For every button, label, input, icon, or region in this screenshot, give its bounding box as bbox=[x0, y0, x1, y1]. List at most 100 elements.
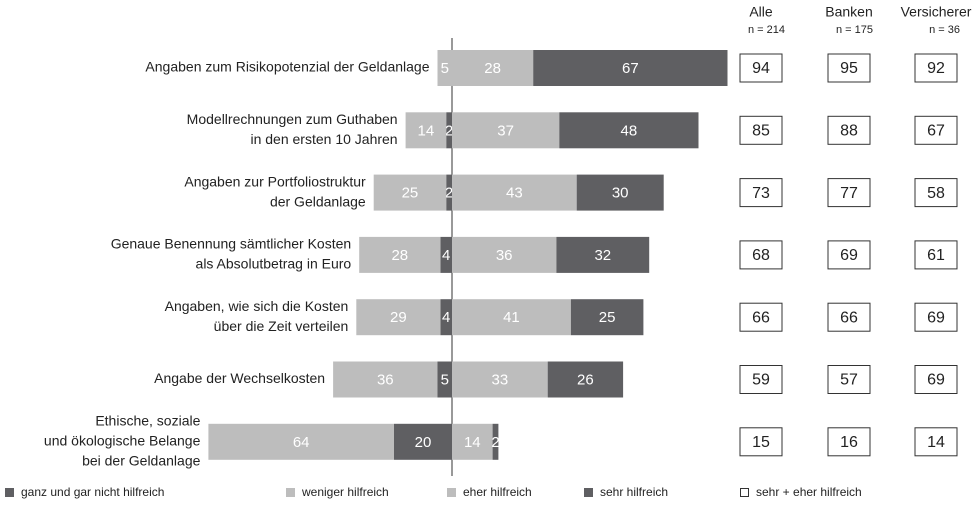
category-label: bei der Geldanlage bbox=[82, 453, 201, 469]
category-label: der Geldanlage bbox=[270, 193, 366, 209]
value-box bbox=[827, 365, 871, 394]
table-value: 69 bbox=[840, 247, 858, 264]
value-label: 41 bbox=[503, 309, 520, 326]
legend-swatch bbox=[286, 488, 295, 497]
category-label: Angabe der Wechselkosten bbox=[154, 370, 325, 386]
value-box bbox=[914, 178, 958, 208]
bar-segment bbox=[356, 299, 441, 336]
table-value: 94 bbox=[752, 60, 770, 77]
bar-segment bbox=[547, 361, 624, 398]
value-box bbox=[739, 427, 783, 457]
bar-segment bbox=[373, 174, 447, 211]
category-label: Modellrechnungen zum Guthaben bbox=[187, 111, 398, 127]
value-label: 64 bbox=[293, 434, 310, 451]
column-n: n = 175 bbox=[836, 24, 873, 36]
category-label: als Absolutbetrag in Euro bbox=[196, 256, 352, 272]
table-value: 61 bbox=[927, 247, 945, 264]
legend-swatch bbox=[740, 488, 749, 497]
table-value: 68 bbox=[752, 247, 770, 264]
value-box bbox=[827, 427, 871, 457]
value-label: 37 bbox=[497, 122, 514, 139]
legend-swatch bbox=[5, 488, 14, 497]
bar-segment bbox=[533, 50, 728, 86]
bar-segment bbox=[452, 174, 577, 211]
category-label: Angaben, wie sich die Kosten bbox=[165, 298, 349, 314]
table-value: 69 bbox=[927, 309, 945, 326]
table-value: 67 bbox=[927, 123, 945, 140]
bar-segment bbox=[208, 423, 394, 460]
bar-segment bbox=[440, 236, 452, 273]
table-value: 59 bbox=[752, 372, 770, 389]
bar-segment bbox=[452, 299, 571, 336]
column-n: n = 214 bbox=[748, 24, 785, 36]
bar-segment bbox=[440, 299, 452, 336]
value-label: 25 bbox=[402, 185, 419, 202]
value-label: 33 bbox=[492, 371, 509, 388]
legend-swatch bbox=[584, 488, 593, 497]
bar-segment bbox=[576, 174, 664, 211]
bar-segment bbox=[405, 112, 447, 149]
legend-label: sehr hilfreich bbox=[600, 485, 668, 499]
bar-segment bbox=[570, 299, 644, 336]
value-box bbox=[827, 115, 871, 145]
table-value: 57 bbox=[840, 372, 858, 389]
value-label: 5 bbox=[441, 60, 449, 77]
bar-segment bbox=[452, 112, 560, 149]
value-label: 25 bbox=[599, 309, 616, 326]
category-label: über die Zeit verteilen bbox=[214, 318, 349, 334]
table-value: 58 bbox=[927, 185, 945, 202]
category-label: Genaue Benennung sämtlicher Kosten bbox=[111, 236, 352, 252]
value-label: 28 bbox=[391, 247, 408, 264]
category-label: in den ersten 10 Jahren bbox=[250, 131, 397, 147]
value-box bbox=[914, 365, 958, 394]
column-header: Versicherer bbox=[901, 4, 972, 20]
bar-segment bbox=[559, 112, 699, 149]
table-value: 73 bbox=[752, 185, 770, 202]
value-label: 4 bbox=[442, 247, 450, 264]
value-label: 2 bbox=[445, 122, 453, 139]
value-box bbox=[739, 115, 783, 145]
bar-segment bbox=[556, 236, 650, 273]
bar-segment bbox=[394, 423, 452, 460]
value-label: 32 bbox=[594, 247, 611, 264]
value-box bbox=[739, 240, 783, 270]
table-value: 92 bbox=[927, 60, 945, 77]
value-box bbox=[739, 365, 783, 394]
value-box bbox=[914, 115, 958, 145]
value-box bbox=[914, 302, 958, 332]
table-value: 88 bbox=[840, 123, 858, 140]
legend-label: weniger hilfreich bbox=[301, 485, 389, 499]
column-header: Banken bbox=[825, 4, 872, 20]
value-label: 2 bbox=[445, 185, 453, 202]
value-label: 5 bbox=[441, 371, 449, 388]
bar-segment bbox=[446, 112, 452, 149]
bar-segment bbox=[452, 236, 557, 273]
value-box bbox=[914, 427, 958, 457]
value-label: 36 bbox=[496, 247, 513, 264]
value-box bbox=[914, 53, 958, 83]
value-box bbox=[739, 178, 783, 208]
value-label: 14 bbox=[464, 434, 481, 451]
category-label: Ethische, soziale bbox=[95, 413, 200, 429]
value-box bbox=[827, 53, 871, 83]
bar-segment bbox=[333, 361, 438, 398]
value-label: 2 bbox=[491, 434, 499, 451]
value-label: 36 bbox=[377, 371, 394, 388]
bar-segment bbox=[492, 423, 499, 460]
value-label: 14 bbox=[418, 122, 435, 139]
column-header: Alle bbox=[749, 4, 773, 20]
value-box bbox=[827, 302, 871, 332]
table-value: 66 bbox=[840, 309, 858, 326]
value-label: 26 bbox=[577, 371, 594, 388]
value-box bbox=[827, 178, 871, 208]
value-label: 20 bbox=[415, 434, 432, 451]
value-label: 4 bbox=[442, 309, 450, 326]
category-label: und ökologische Belange bbox=[44, 433, 201, 449]
bar-segment bbox=[446, 174, 452, 211]
value-label: 30 bbox=[612, 185, 629, 202]
column-n: n = 36 bbox=[929, 24, 960, 36]
table-value: 69 bbox=[927, 372, 945, 389]
table-value: 14 bbox=[927, 434, 945, 451]
bar-segment bbox=[437, 361, 452, 398]
value-box bbox=[827, 240, 871, 270]
